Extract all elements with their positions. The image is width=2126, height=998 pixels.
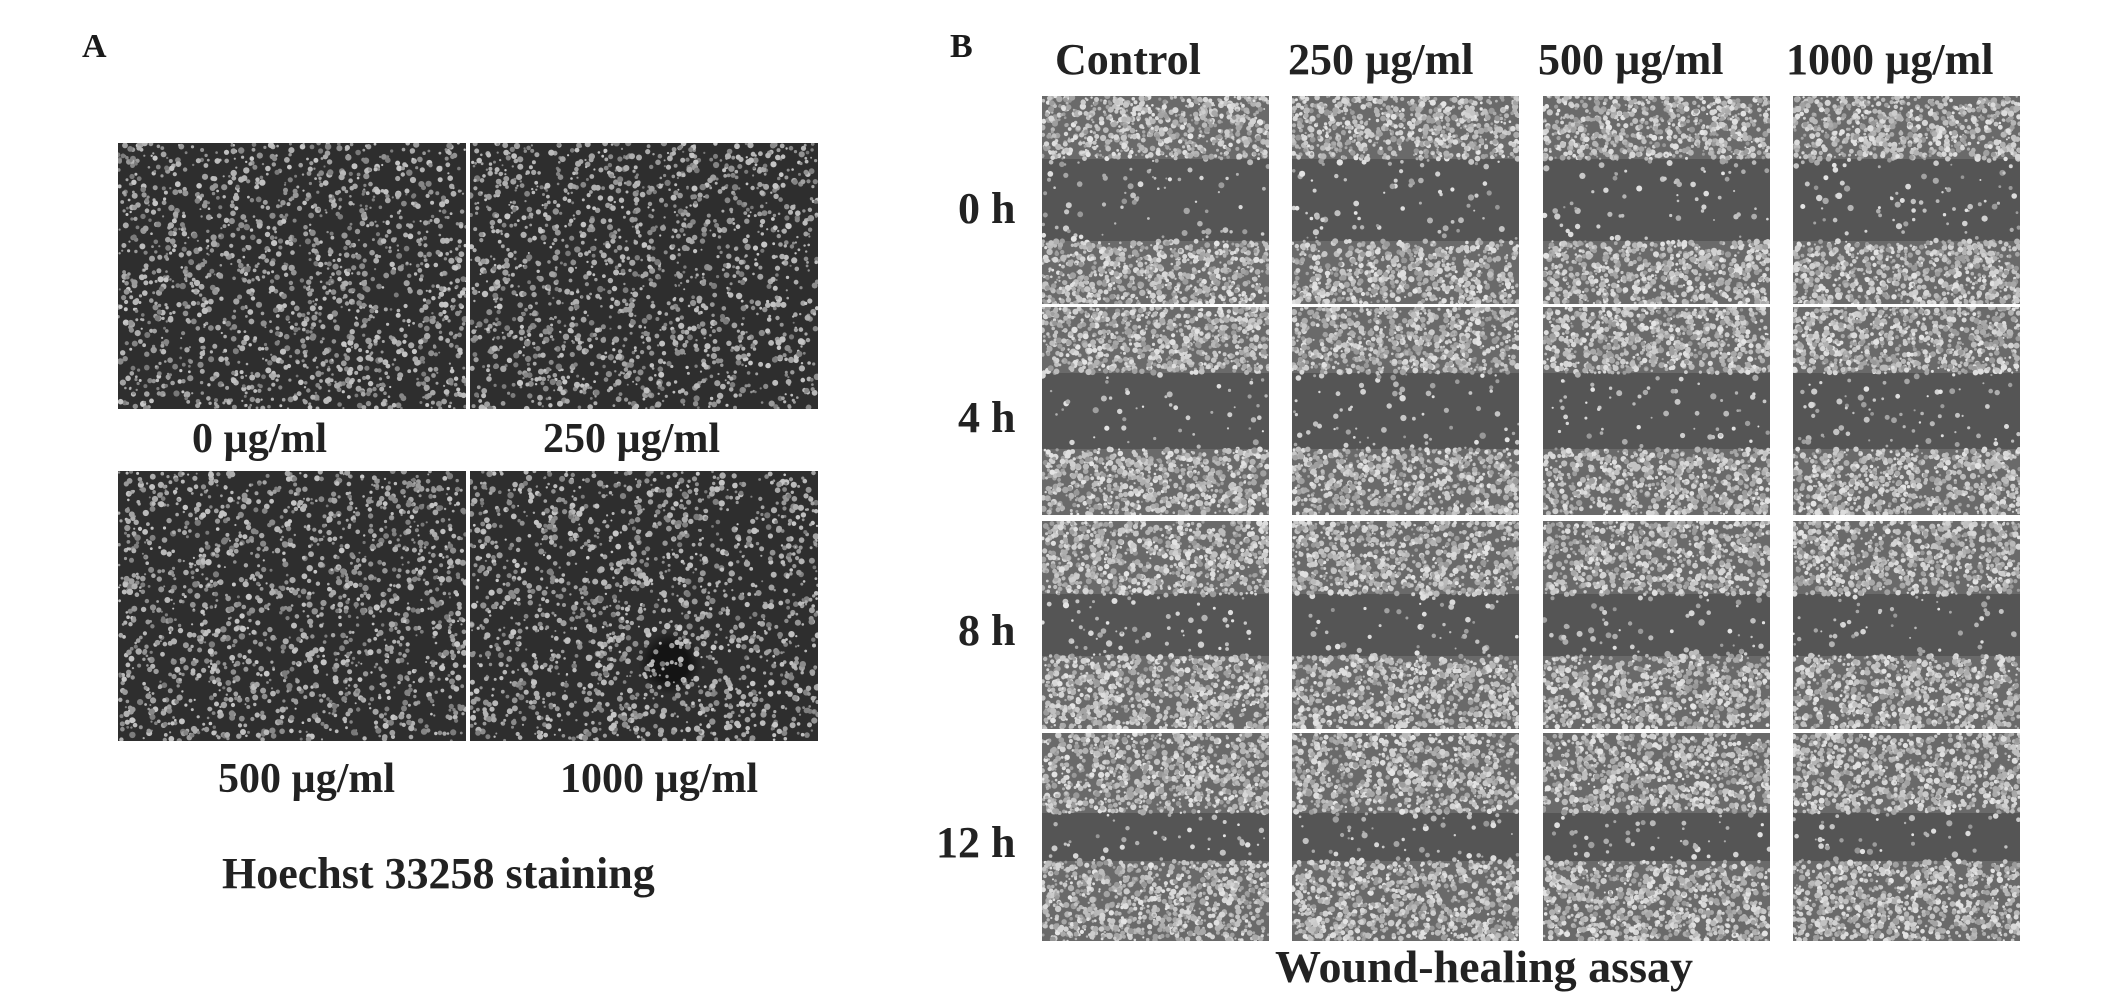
wound-image-r2-c0 xyxy=(1042,521,1269,729)
cell-texture xyxy=(1292,733,1519,941)
hoechst-image-500 xyxy=(118,471,466,741)
cell-texture xyxy=(1543,307,1770,515)
wound-image-r0-c1 xyxy=(1292,96,1519,304)
wound-image-r1-c3 xyxy=(1793,307,2020,515)
wound-image-r3-c1 xyxy=(1292,733,1519,941)
scratch-band xyxy=(1292,158,1519,242)
wound-image-r2-c2 xyxy=(1543,521,1770,729)
wound-image-r1-c0 xyxy=(1042,307,1269,515)
wound-image-r0-c2 xyxy=(1543,96,1770,304)
label-0-ugml: 0 µg/ml xyxy=(192,415,327,463)
hoechst-image-1000 xyxy=(470,471,818,741)
label-250-ugml: 250 µg/ml xyxy=(543,415,720,463)
column-header-1000: 1000 µg/ml xyxy=(1786,34,1993,85)
scratch-band xyxy=(1543,594,1770,656)
scratch-band xyxy=(1793,373,2020,449)
cell-texture xyxy=(470,471,818,741)
cell-texture xyxy=(1042,521,1269,729)
row-label-0h: 0 h xyxy=(958,183,1015,234)
column-header-control: Control xyxy=(1055,34,1201,85)
scratch-band xyxy=(1042,812,1269,862)
wound-image-r2-c1 xyxy=(1292,521,1519,729)
wound-image-r1-c1 xyxy=(1292,307,1519,515)
label-500-ugml: 500 µg/ml xyxy=(218,755,395,803)
cell-texture xyxy=(1543,521,1770,729)
cell-texture xyxy=(470,143,818,409)
panel-b-letter: B xyxy=(950,28,973,66)
scratch-band xyxy=(1793,158,2020,242)
cell-texture xyxy=(1292,521,1519,729)
panel-b-caption: Wound-healing assay xyxy=(1275,940,1693,993)
hoechst-image-250 xyxy=(470,143,818,409)
panel-a-caption: Hoechst 33258 staining xyxy=(222,848,655,899)
row-label-12h: 12 h xyxy=(936,817,1015,868)
cell-texture xyxy=(118,471,466,741)
cell-texture xyxy=(1042,96,1269,304)
scratch-band xyxy=(1543,812,1770,862)
scratch-band xyxy=(1042,158,1269,242)
scratch-band xyxy=(1042,373,1269,449)
cell-texture xyxy=(1793,733,2020,941)
wound-image-r3-c0 xyxy=(1042,733,1269,941)
cell-texture xyxy=(1543,96,1770,304)
row-label-4h: 4 h xyxy=(958,392,1015,443)
cell-texture xyxy=(1793,307,2020,515)
hoechst-image-0 xyxy=(118,143,466,409)
column-header-250: 250 µg/ml xyxy=(1288,34,1473,85)
scratch-band xyxy=(1543,373,1770,449)
panel-a-letter: A xyxy=(82,28,107,66)
cell-texture xyxy=(1292,307,1519,515)
wound-image-r3-c2 xyxy=(1543,733,1770,941)
cell-texture xyxy=(1793,96,2020,304)
cell-texture xyxy=(1042,307,1269,515)
wound-image-r1-c2 xyxy=(1543,307,1770,515)
column-header-500: 500 µg/ml xyxy=(1538,34,1723,85)
label-1000-ugml: 1000 µg/ml xyxy=(560,755,758,803)
cell-texture xyxy=(1793,521,2020,729)
cell-texture xyxy=(118,143,466,409)
cell-texture xyxy=(1042,733,1269,941)
wound-image-r0-c0 xyxy=(1042,96,1269,304)
cell-texture xyxy=(1292,96,1519,304)
cell-texture xyxy=(1543,733,1770,941)
row-label-8h: 8 h xyxy=(958,605,1015,656)
wound-image-r0-c3 xyxy=(1793,96,2020,304)
scratch-band xyxy=(1042,594,1269,656)
scratch-band xyxy=(1543,158,1770,242)
wound-image-r3-c3 xyxy=(1793,733,2020,941)
wound-image-r2-c3 xyxy=(1793,521,2020,729)
scratch-band xyxy=(1793,812,2020,862)
